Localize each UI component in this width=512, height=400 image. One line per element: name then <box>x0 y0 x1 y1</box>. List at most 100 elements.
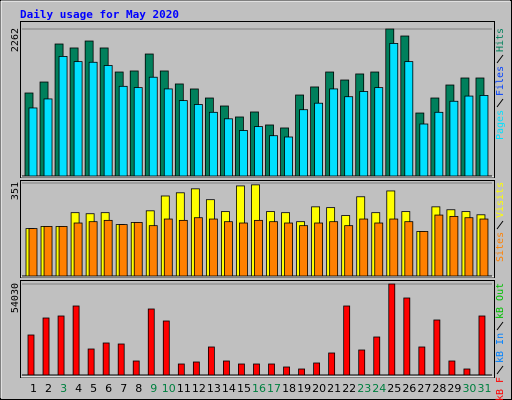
x-tick-label: 16 <box>252 382 266 395</box>
bar <box>72 305 80 376</box>
legend-label: Files <box>495 66 506 96</box>
bar <box>389 43 399 177</box>
bar <box>133 222 143 277</box>
bar <box>389 218 399 277</box>
bar <box>314 222 324 277</box>
x-tick-label: 24 <box>372 382 386 395</box>
legend-label: Sites <box>495 232 506 262</box>
x-tick-label: 27 <box>417 382 431 395</box>
bar <box>329 88 339 177</box>
bar <box>299 225 308 277</box>
y-tick-label: 351 <box>10 182 21 200</box>
bar <box>208 218 218 277</box>
x-tick-label: 29 <box>447 382 461 395</box>
x-tick-label: 28 <box>432 382 446 395</box>
x-tick-label: 1 <box>30 382 37 395</box>
x-tick-label: 8 <box>135 382 142 395</box>
legend-separator <box>496 365 504 375</box>
x-tick-label: 5 <box>90 382 97 395</box>
bar <box>58 56 68 177</box>
bar <box>148 225 158 277</box>
bar <box>224 118 233 177</box>
bar <box>388 283 396 376</box>
legend-label: Pages <box>495 110 506 140</box>
bar <box>177 363 185 376</box>
bar <box>193 217 203 277</box>
bar <box>434 214 444 277</box>
bar <box>359 218 369 277</box>
x-tick-label: 30 <box>462 382 476 395</box>
bar <box>162 320 170 376</box>
bar <box>27 334 35 376</box>
bar <box>254 219 263 277</box>
y-tick-label: 54030 <box>10 283 21 313</box>
bar <box>28 228 38 277</box>
legend-separator <box>496 98 504 108</box>
x-tick-label: 11 <box>177 382 191 395</box>
bar <box>418 346 426 376</box>
bar <box>148 76 158 177</box>
bar <box>223 360 230 376</box>
bar <box>358 349 366 376</box>
y-tick-label: 2262 <box>10 28 21 52</box>
bar <box>284 136 293 177</box>
x-tick-label: 22 <box>342 382 356 395</box>
x-tick-label: 25 <box>387 382 401 395</box>
bar <box>269 221 278 277</box>
x-tick-label: 2 <box>45 382 52 395</box>
bar <box>449 215 459 277</box>
legend-separator <box>496 321 504 331</box>
bar <box>132 360 140 376</box>
x-tick-label: 23 <box>357 382 371 395</box>
bar <box>178 219 188 277</box>
bar <box>73 61 83 177</box>
legend-label: Hits <box>495 28 506 52</box>
bar <box>464 217 474 277</box>
x-tick-label: 26 <box>402 382 416 395</box>
bar <box>479 218 489 277</box>
bar <box>404 61 414 177</box>
chart-title: Daily usage for May 2020 <box>20 8 179 21</box>
x-tick-label: 21 <box>327 382 341 395</box>
bar <box>147 308 155 376</box>
bar <box>88 221 98 277</box>
bar <box>73 222 83 277</box>
bar <box>373 336 381 376</box>
bar <box>43 226 53 277</box>
bar <box>207 346 215 376</box>
bar <box>448 360 456 376</box>
bar <box>239 130 248 177</box>
x-tick-label: 20 <box>312 382 326 395</box>
legend-label: Visits <box>495 182 506 218</box>
bar <box>434 111 444 177</box>
bar <box>299 109 308 177</box>
bar <box>192 361 200 376</box>
bar <box>43 98 53 177</box>
bar <box>344 225 354 277</box>
legend-label: kB In <box>495 333 506 363</box>
bar <box>374 87 384 177</box>
bar <box>463 368 471 376</box>
x-tick-label: 3 <box>60 382 67 395</box>
bar <box>87 348 95 376</box>
x-tick-label: 6 <box>105 382 112 395</box>
x-tick-label: 14 <box>222 382 236 395</box>
bar <box>102 342 110 376</box>
x-tick-label: 9 <box>150 382 157 395</box>
x-tick-label: 18 <box>282 382 296 395</box>
bar <box>178 100 188 177</box>
x-tick-label: 4 <box>75 382 82 395</box>
bar <box>298 368 305 376</box>
bar <box>359 91 369 177</box>
bar <box>328 352 336 376</box>
bar <box>238 363 245 376</box>
bar <box>283 366 290 376</box>
bar <box>284 222 293 277</box>
bar <box>314 102 324 177</box>
legend-label: kB Out <box>495 283 506 319</box>
x-tick-label: 17 <box>267 382 281 395</box>
bar <box>478 315 486 376</box>
x-tick-label: 12 <box>192 382 206 395</box>
bar <box>344 96 354 177</box>
